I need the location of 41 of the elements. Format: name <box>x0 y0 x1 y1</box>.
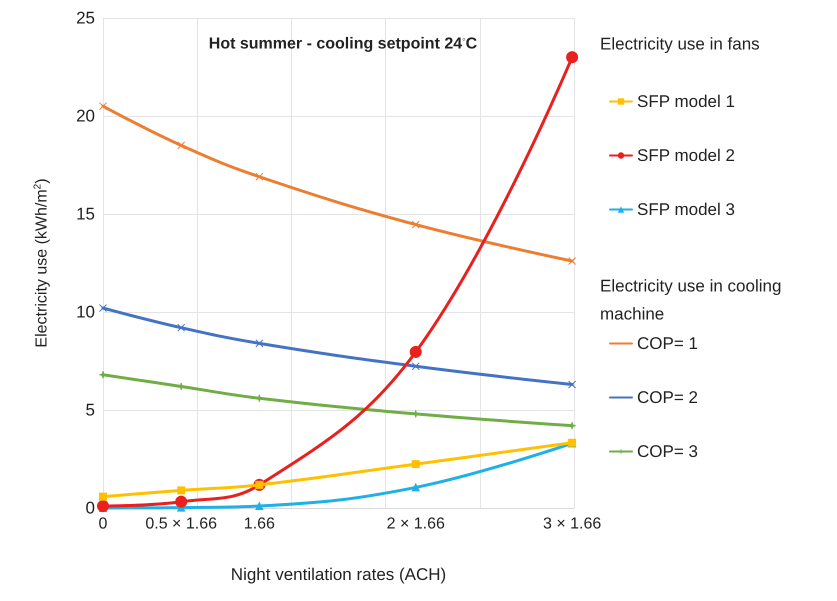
point <box>412 362 420 370</box>
point <box>255 339 264 348</box>
point <box>177 141 186 150</box>
point <box>99 304 107 312</box>
legend-label: SFP model 2 <box>637 146 735 165</box>
point <box>412 460 420 468</box>
legend-label: COP= 2 <box>637 388 698 407</box>
x-tick-label: 0 <box>98 516 108 532</box>
text: Electricity use in cooling machine <box>600 276 786 324</box>
y-tick-label: 15 <box>76 204 95 224</box>
point <box>255 172 264 181</box>
point <box>412 220 420 229</box>
point <box>255 502 264 510</box>
legend-label: COP= 3 <box>637 442 698 461</box>
point <box>97 500 109 512</box>
legend-label: SFP model 1 <box>637 92 735 111</box>
text: Electricity use in fans <box>600 34 760 54</box>
point <box>568 257 576 266</box>
point <box>568 380 576 389</box>
point <box>410 346 422 358</box>
y-tick-label: 25 <box>76 8 95 28</box>
y-tick-label: 10 <box>76 302 95 322</box>
y-tick-label: 0 <box>86 498 95 518</box>
x-tick-label: 2 × 1.66 <box>386 516 445 532</box>
point <box>412 483 420 492</box>
x-tick-label: 0.5 × 1.66 <box>145 516 218 532</box>
legend-label: SFP model 3 <box>637 200 735 219</box>
x-tick-label: 3 × 1.66 <box>542 516 602 532</box>
text: Hot summer - cooling setpoint 24◦C <box>208 34 478 52</box>
y-tick-label: 20 <box>76 106 95 126</box>
point <box>177 324 186 332</box>
point <box>99 492 107 501</box>
point <box>566 51 578 64</box>
x-tick-label: 1.66 <box>244 516 276 532</box>
point <box>177 486 186 494</box>
point <box>175 496 188 508</box>
y-axis-title: Electricity use (kWh/m2) <box>32 178 50 348</box>
x-axis-title: Night ventilation rates (ACH) <box>230 565 446 584</box>
y-tick-label: 5 <box>86 400 95 420</box>
point <box>99 102 107 110</box>
legend-label: COP= 1 <box>637 334 698 353</box>
